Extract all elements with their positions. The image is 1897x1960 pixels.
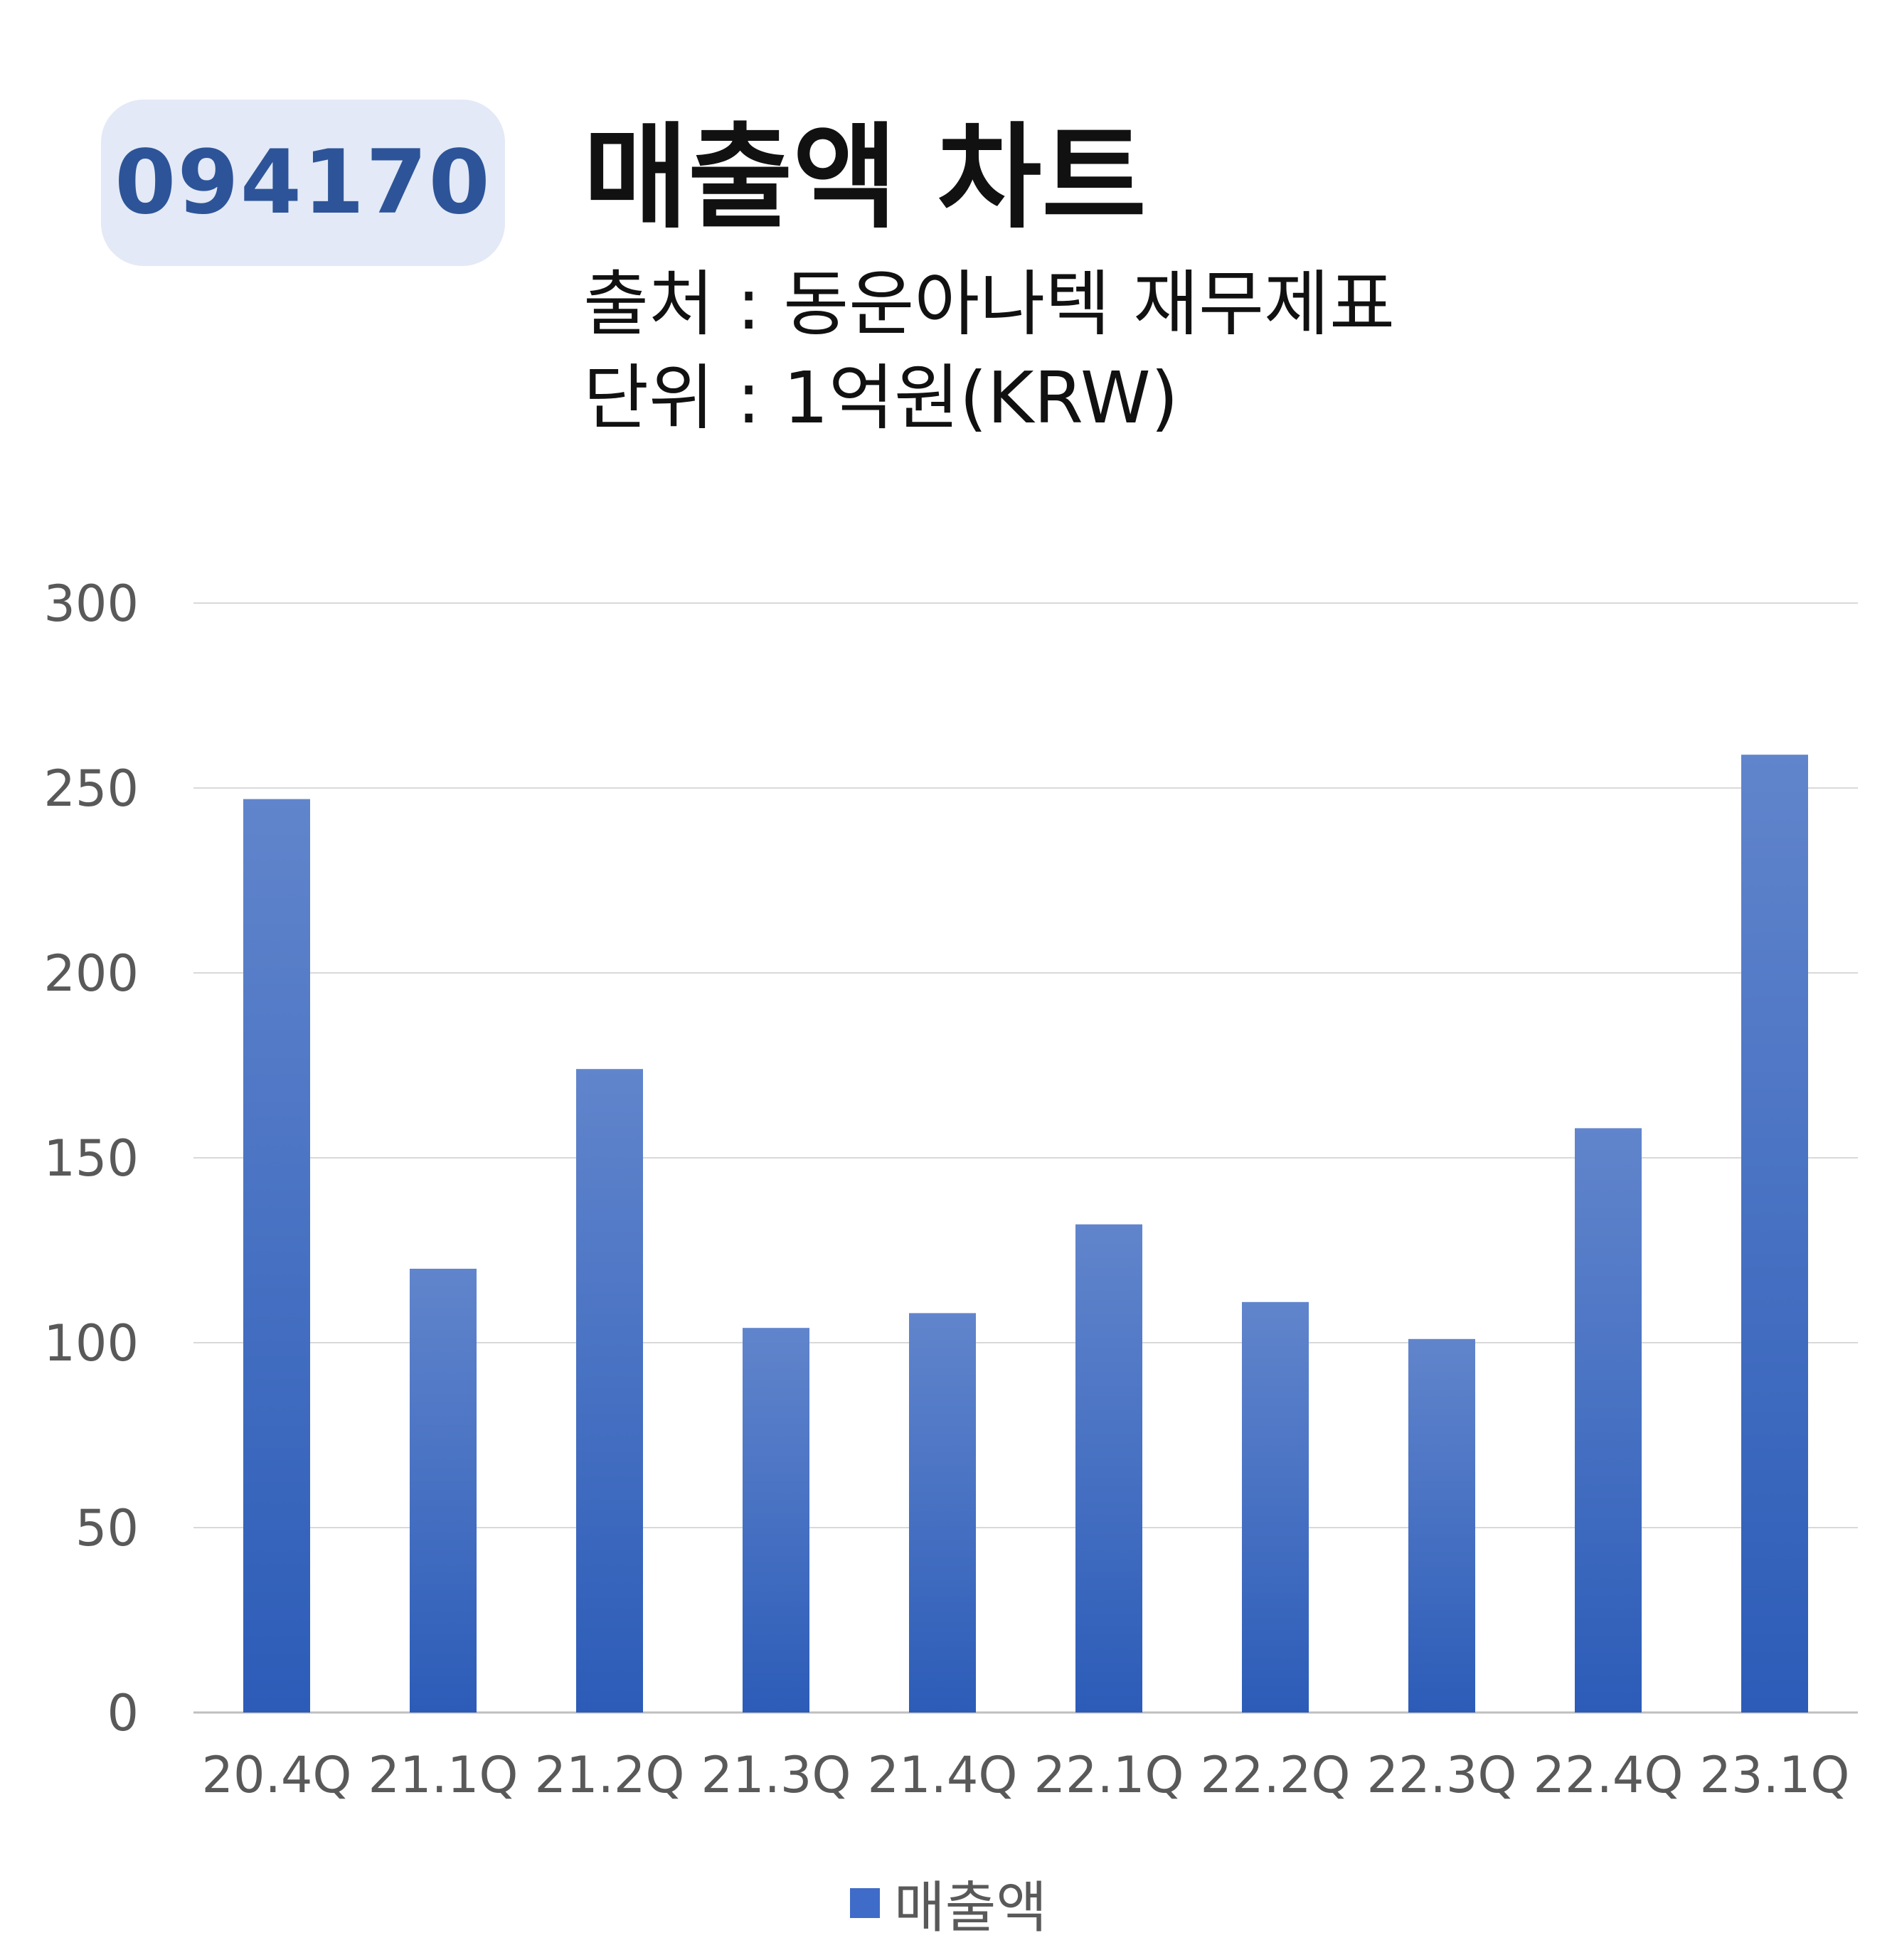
bar xyxy=(743,1328,809,1713)
chart-unit: 단위 : 1억원(KRW) xyxy=(583,356,1179,440)
x-tick-label: 21.4Q xyxy=(868,1746,1018,1804)
x-tick-label: 22.2Q xyxy=(1201,1746,1351,1804)
legend-label: 매출액 xyxy=(893,1876,1048,1940)
y-tick-label: 250 xyxy=(43,760,139,818)
bar xyxy=(243,799,310,1713)
y-tick-label: 200 xyxy=(43,944,139,1003)
y-tick-label: 0 xyxy=(107,1684,139,1742)
x-tick-label: 21.3Q xyxy=(701,1746,851,1804)
bar xyxy=(1408,1338,1475,1713)
bar xyxy=(909,1313,976,1713)
y-tick-label: 300 xyxy=(43,575,139,633)
bar xyxy=(410,1269,477,1713)
bar xyxy=(1075,1224,1142,1713)
legend: 매출액 xyxy=(0,1863,1897,1943)
bar xyxy=(1242,1301,1309,1713)
legend-swatch xyxy=(849,1888,880,1918)
y-tick-label: 150 xyxy=(43,1129,139,1188)
tick-labels: 0 50 100 150 200 250 300 20.4Q 21.1Q 21.2Q 21.3Q 21… xyxy=(43,575,1849,1804)
x-tick-label: 22.4Q xyxy=(1534,1746,1684,1804)
y-tick-label: 100 xyxy=(43,1314,139,1373)
stock-code: 094170 xyxy=(115,132,491,234)
stock-code-badge: 094170 xyxy=(101,100,505,266)
x-tick-label: 21.1Q xyxy=(368,1746,519,1804)
x-tick-label: 22.3Q xyxy=(1367,1746,1517,1804)
x-tick-label: 21.2Q xyxy=(535,1746,685,1804)
chart-source: 출처 : 동운아나텍 재무제표 xyxy=(583,262,1396,346)
bar xyxy=(1575,1128,1642,1713)
x-tick-label: 20.4Q xyxy=(202,1746,352,1804)
x-tick-label: 23.1Q xyxy=(1700,1746,1850,1804)
y-tick-label: 50 xyxy=(75,1499,139,1557)
bar xyxy=(576,1069,643,1713)
chart-title: 매출액 차트 xyxy=(583,111,1147,244)
x-tick-label: 22.1Q xyxy=(1034,1746,1184,1804)
bar xyxy=(1741,755,1808,1713)
bars xyxy=(243,755,1808,1713)
